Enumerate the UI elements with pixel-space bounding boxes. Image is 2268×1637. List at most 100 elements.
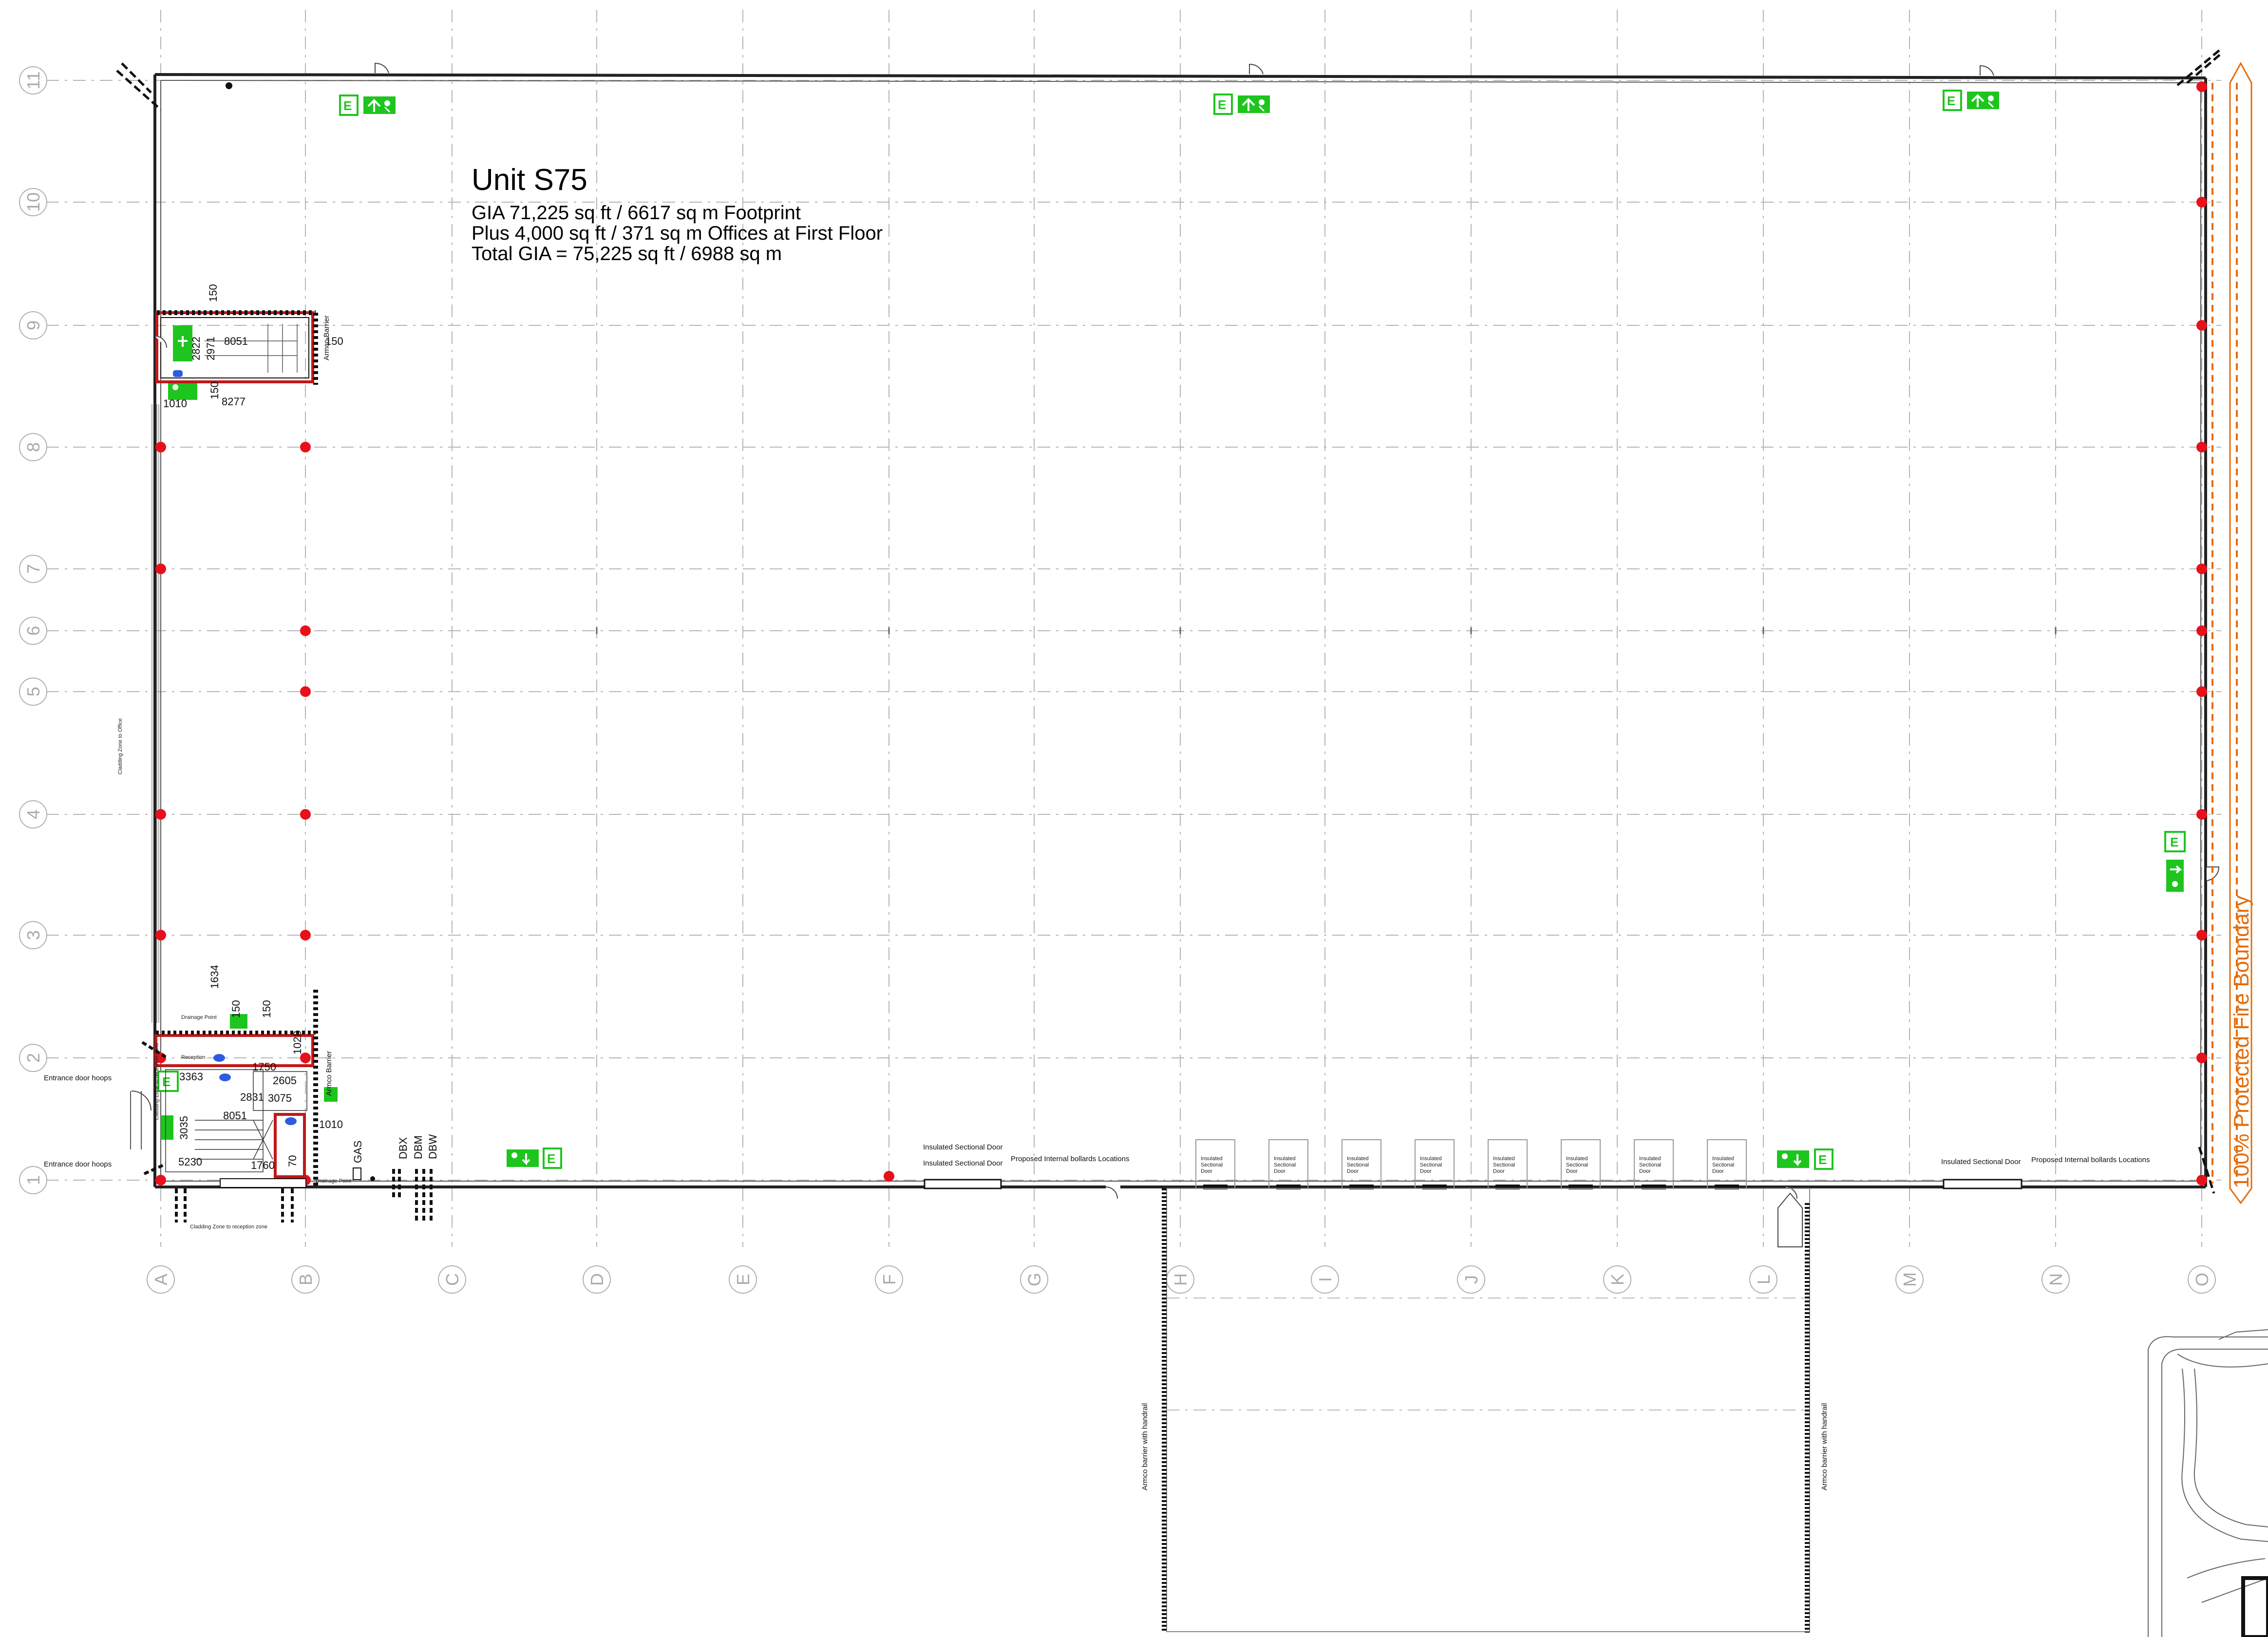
grid-bubble-A [147,1265,175,1294]
grid-bubble-11 [19,66,47,94]
exit-letter: E [2170,835,2178,849]
exit-e-icon [339,94,359,116]
south-wall-doors: Insulated Sectional Door Insulated Secti… [923,1139,2150,1199]
loading-door: Insulated Sectional Door [1488,1139,1528,1189]
svg-text:Sectional: Sectional [1639,1162,1661,1168]
svg-text:Door: Door [1347,1168,1359,1174]
structural-columns [155,81,2207,1185]
grid-label-D: D [587,1273,607,1286]
grid-label-O: O [2192,1273,2212,1286]
grid-label-5: 5 [23,687,43,696]
grid-bubble-F [875,1265,903,1294]
svg-text:3035: 3035 [178,1116,190,1140]
exit-letter: E [1218,97,1226,112]
grid-label-9: 9 [23,320,43,330]
structural-column-icon [2196,809,2207,820]
svg-text:Insulated Sectional Door: Insulated Sectional Door [923,1143,1002,1151]
svg-text:Proposed Internal bollards Loc: Proposed Internal bollards Locations [2031,1156,2150,1164]
grid-label-10: 10 [23,192,43,212]
svg-text:Reception: Reception [181,1054,206,1060]
svg-text:Door: Door [1201,1168,1212,1174]
building-envelope [153,73,2207,1188]
svg-text:Door: Door [1712,1168,1724,1174]
svg-text:1010: 1010 [163,397,187,410]
grid-bubble-K [1603,1265,1631,1294]
svg-text:3363: 3363 [179,1071,203,1083]
door-swing-icon [131,1091,151,1111]
site-plan-inset [2148,1329,2268,1637]
corner-markers [116,48,2222,1194]
svg-text:Door: Door [1566,1168,1578,1174]
exit-sign [168,325,197,400]
grid-bubble-3 [19,921,47,949]
running-man-icon [324,1087,338,1102]
grid-label-I: I [1315,1277,1335,1282]
grid-bubble-E [729,1265,757,1294]
svg-text:Sectional: Sectional [1347,1162,1369,1168]
grid-bubble-I [1311,1265,1339,1294]
structural-grid [46,10,2221,1247]
structural-column-icon [2196,564,2207,574]
column-ticks [596,627,2057,634]
svg-text:DBM: DBM [412,1135,424,1159]
running-man-icon [161,1115,173,1140]
svg-text:Armco barrier with handrail: Armco barrier with handrail [1820,1403,1829,1490]
svg-text:2831: 2831 [240,1091,264,1103]
svg-text:1010: 1010 [319,1118,343,1130]
grid-label-G: G [1024,1273,1044,1286]
exit-sign: E [1943,90,1999,111]
svg-text:70: 70 [286,1155,299,1167]
grid-bubble-B [291,1265,320,1294]
grid-label-4: 4 [23,809,43,819]
door-swing-icon [2206,866,2220,881]
exit-letter: E [162,1074,170,1089]
grid-label-A: A [151,1274,171,1285]
svg-text:5230: 5230 [178,1156,202,1168]
svg-text:Sectional: Sectional [1274,1162,1296,1168]
entrance-bollards [141,1041,433,1223]
grid-label-8: 8 [23,442,43,452]
exit-sign: E [2164,831,2186,892]
exit-sign: E [1777,1148,1833,1170]
svg-text:Insulated Sectional Door: Insulated Sectional Door [923,1159,1002,1167]
grid-label-L: L [1754,1275,1774,1284]
running-man-icon [1777,1150,1809,1168]
structural-column-icon [2196,1175,2207,1185]
structural-column-icon [300,930,311,941]
exit-letter: E [547,1151,555,1166]
svg-text:8051: 8051 [224,335,248,347]
unit-title-block: Unit S75 GIA 71,225 sq ft / 6617 sq m Fo… [472,163,883,264]
stair-core-north [154,310,318,385]
unit-total-gia: Total GIA = 75,225 sq ft / 6988 sq m [472,243,782,264]
svg-text:Insulated: Insulated [1274,1156,1296,1162]
grid-label-7: 7 [23,564,43,574]
exit-signs: E E E E [157,90,2186,1170]
svg-text:2605: 2605 [273,1074,297,1087]
running-man-icon [230,1014,247,1029]
loading-door: Insulated Sectional Door [1415,1139,1455,1189]
structural-column-icon [155,442,166,452]
grid-label-J: J [1461,1275,1481,1284]
grid-label-F: F [879,1274,899,1285]
svg-text:150: 150 [261,1000,273,1018]
svg-text:150: 150 [230,1000,242,1018]
door-swing-icon [154,336,167,348]
loading-door: Insulated Sectional Door [1707,1139,1747,1189]
svg-text:Insulated: Insulated [1420,1156,1442,1162]
exit-e-icon [157,1071,179,1092]
grid-label-2: 2 [23,1053,43,1063]
svg-text:Door: Door [1420,1168,1432,1174]
unit-gia-footprint: GIA 71,225 sq ft / 6617 sq m Footprint [472,202,801,224]
grid-bubble-N [2041,1265,2070,1294]
grid-bubble-D [583,1265,611,1294]
svg-text:Insulated: Insulated [1712,1156,1734,1162]
structural-column-icon [300,686,311,697]
grid-bubble-10 [19,188,47,216]
exit-e-icon [1213,94,1233,115]
svg-text:150: 150 [208,381,221,399]
svg-text:Sectional: Sectional [1712,1162,1734,1168]
grid-label-6: 6 [23,626,43,636]
exit-sign: E [1213,94,1270,115]
office-core-dimensions: 1634 150 150 1028 1750 2605 2831 3075 80… [44,718,351,1230]
grid-row-bubbles [19,66,47,1194]
